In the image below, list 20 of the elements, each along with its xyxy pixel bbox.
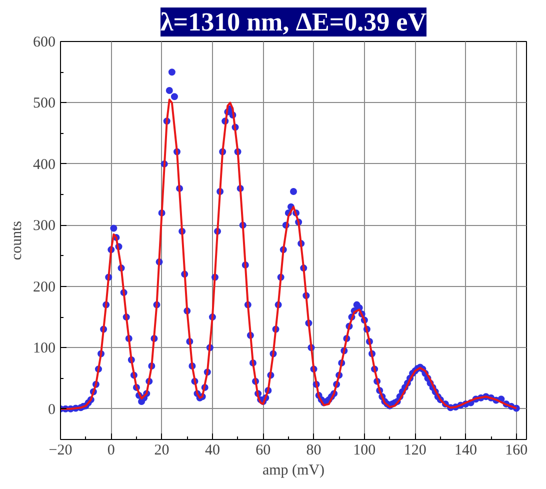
x-tick-label: 60 [256,442,271,458]
x-tick-label: 160 [505,442,528,458]
x-tick-label: 140 [454,442,477,458]
x-tick-label: 100 [353,442,376,458]
chart-title: λ=1310 nm, ΔE=0.39 eV [160,8,427,36]
x-tick-label: −20 [48,442,72,458]
y-tick-label: 400 [33,156,56,173]
x-tick-label: 0 [107,442,115,458]
x-axis-title: amp (mV) [262,462,325,478]
x-tick-label: 40 [204,442,220,458]
x-tick-label: 20 [154,442,170,458]
y-tick-label: 300 [33,218,56,234]
y-tick-label: 500 [33,96,56,112]
y-tick-label: 600 [33,34,56,50]
y-tick-label: 200 [33,279,56,296]
x-tick-label: 120 [404,442,426,458]
y-tick-label: 100 [33,340,56,357]
y-tick-label: 0 [48,402,56,418]
y-axis-title: counts [9,220,25,260]
x-tick-label: 80 [306,442,322,458]
